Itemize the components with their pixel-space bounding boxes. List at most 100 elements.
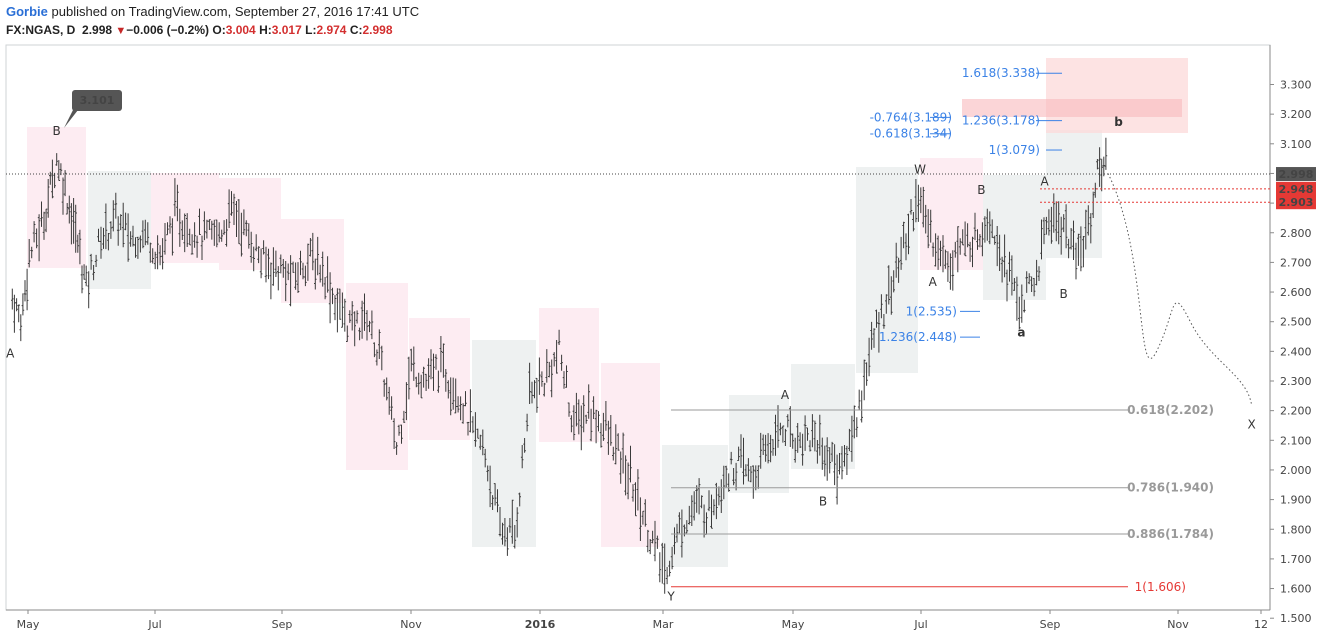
ohlc-bar (272, 247, 275, 286)
wave-zone-gray (729, 395, 789, 493)
ohlc-bar (855, 417, 859, 438)
ohlc-bar (840, 446, 844, 480)
x-tick-label: May (782, 618, 805, 631)
ohlc-bar (203, 211, 206, 241)
fib-level-label: 1(2.535) (906, 304, 957, 318)
ohlc-bar (126, 213, 130, 262)
ohlc-bar (508, 518, 512, 533)
last-price-text: 2.998 (1279, 168, 1314, 181)
ohlc-bar (956, 226, 960, 273)
ohlc-bar (729, 451, 733, 465)
ohlc-bar (697, 478, 701, 515)
y-tick-label: 1.900 (1280, 494, 1312, 507)
high-value: 3.017 (271, 23, 302, 37)
ohlc-bar (121, 202, 125, 248)
ohlc-bar (784, 428, 787, 446)
high-label: H: (259, 23, 272, 37)
ohlc-bar (210, 220, 214, 240)
ohlc-bar (76, 234, 80, 253)
ohlc-bar (400, 424, 403, 444)
ohlc-bar (803, 415, 807, 451)
ohlc-bar (402, 410, 406, 423)
ohlc-bar (702, 504, 706, 538)
ohlc-bar (779, 422, 782, 436)
ohlc-bar (619, 451, 622, 484)
ohlc-bar (190, 234, 194, 255)
y-tick-label: 2.200 (1280, 405, 1312, 418)
ohlc-bar (94, 254, 98, 267)
ohlc-bar (284, 261, 287, 302)
ohlc-bar (237, 199, 241, 245)
target-zone (1046, 58, 1188, 133)
ohlc-bar (392, 418, 396, 449)
ohlc-bar (887, 265, 891, 305)
ohlc-bar (786, 414, 790, 428)
ohlc-bar (857, 389, 861, 410)
publish-info: published on TradingView.com, September … (47, 4, 420, 19)
ohlc-bar (13, 294, 16, 333)
ohlc-bar (449, 377, 452, 416)
ohlc-bar (119, 214, 122, 231)
ohlc-bar (892, 270, 895, 293)
wave-zone-pink (27, 127, 86, 268)
ohlc-bar (323, 277, 327, 300)
ohlc-bar (410, 348, 413, 372)
ohlc-bar (737, 446, 740, 461)
fib-red-label: 1(1.606) (1135, 580, 1186, 594)
ohlc-bar (363, 293, 366, 331)
ohlc-bar (828, 447, 831, 474)
ohlc-bar (919, 187, 923, 214)
ohlc-bar (1077, 233, 1080, 266)
ohlc-bar (862, 359, 866, 401)
ohlc-bar (894, 242, 898, 278)
ohlc-bar (15, 298, 18, 312)
ohlc-bar (727, 473, 730, 492)
ohlc-bar (245, 220, 248, 237)
author-link[interactable]: Gorbie (6, 4, 48, 19)
ohlc-bar (651, 530, 654, 544)
ohlc-bar (850, 415, 854, 462)
ohlc-bar (944, 249, 947, 269)
ohlc-bar (939, 240, 942, 267)
ohlc-bar (395, 442, 398, 455)
ohlc-bar (503, 518, 507, 547)
ohlc-bar (966, 223, 969, 248)
x-tick-label: 2016 (525, 618, 556, 631)
ohlc-bar (262, 240, 265, 255)
wave-zone-gray (856, 167, 918, 373)
ohlc-bar (427, 358, 430, 389)
ohlc-bar (922, 186, 925, 228)
ohlc-bar (986, 208, 989, 241)
wave-zone-pink (346, 283, 408, 470)
ohlc-bar (166, 222, 169, 236)
ohlc-bar (235, 201, 238, 237)
ohlc-bar (646, 529, 650, 553)
ohlc-bar (1059, 216, 1063, 255)
ohlc-bar (294, 262, 297, 290)
ohlc-bar (688, 505, 691, 525)
symbol-label[interactable]: FX:NGAS, D (6, 23, 76, 37)
ohlc-bar (370, 310, 374, 340)
ohlc-bar (710, 494, 713, 529)
ohlc-bar (594, 409, 598, 444)
ohlc-bar (572, 405, 576, 441)
ohlc-bar (220, 229, 223, 242)
ohlc-bar (663, 543, 666, 594)
ohlc-bar (535, 377, 539, 413)
ohlc-bar (1023, 299, 1026, 313)
ohlc-bar (146, 222, 150, 245)
ohlc-bar (405, 382, 408, 421)
publish-line: Gorbie published on TradingView.com, Sep… (6, 2, 419, 21)
ohlc-bar (853, 405, 856, 439)
ohlc-bar (744, 464, 748, 477)
ohlc-bar (225, 219, 228, 247)
ohlc-bar (929, 209, 932, 243)
ohlc-bar (749, 466, 753, 483)
ohlc-bar (538, 357, 541, 395)
ohlc-bar (318, 264, 322, 283)
ohlc-bar (311, 232, 315, 271)
ohlc-bar (358, 327, 361, 341)
ohlc-bar (981, 222, 984, 257)
x-tick-label: Nov (400, 618, 422, 631)
